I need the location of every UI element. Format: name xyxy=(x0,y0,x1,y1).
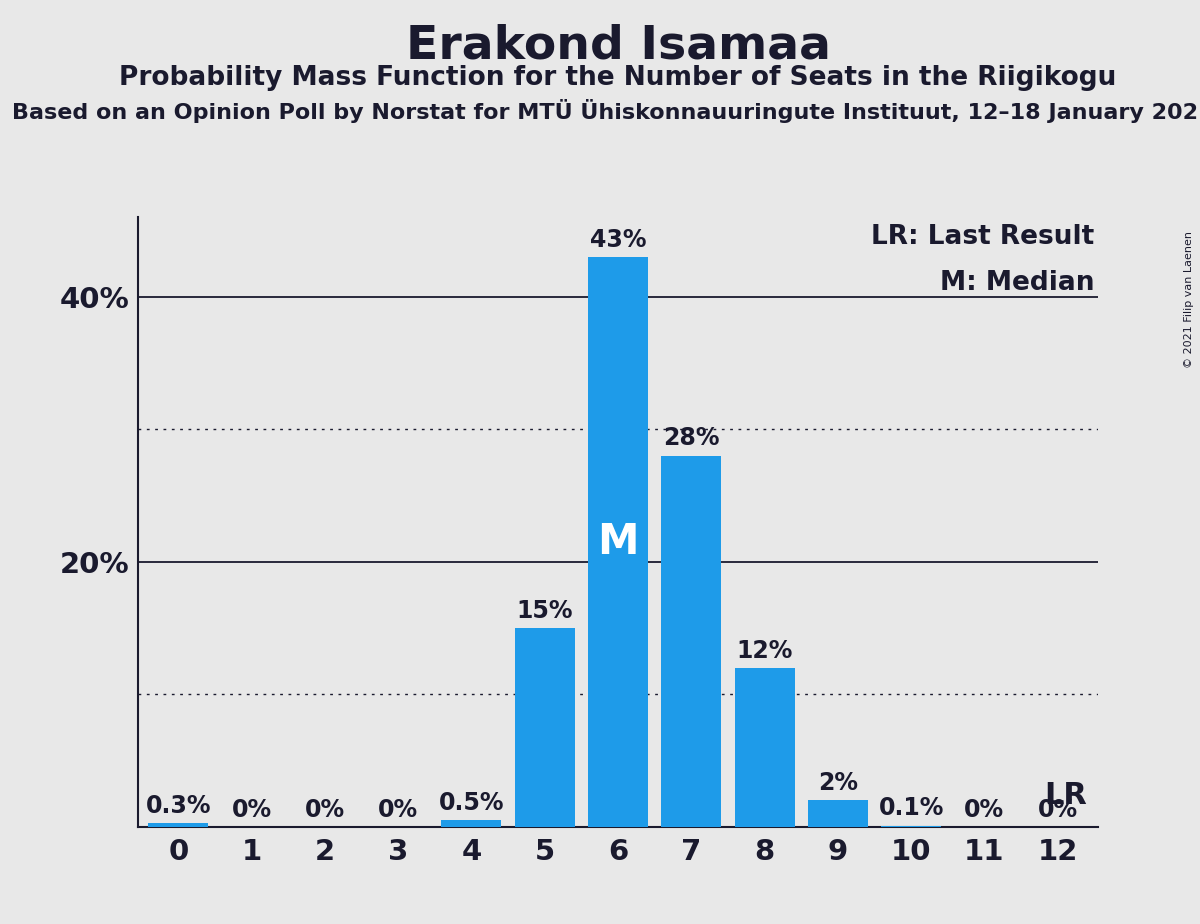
Text: 0%: 0% xyxy=(378,797,419,821)
Text: LR: LR xyxy=(1044,781,1087,809)
Text: 0%: 0% xyxy=(1038,797,1078,821)
Bar xyxy=(734,668,794,827)
Text: Probability Mass Function for the Number of Seats in the Riigikogu: Probability Mass Function for the Number… xyxy=(119,65,1117,91)
Text: 0.3%: 0.3% xyxy=(145,794,211,818)
Text: 28%: 28% xyxy=(664,427,720,451)
Text: LR: Last Result: LR: Last Result xyxy=(871,224,1094,249)
Text: 43%: 43% xyxy=(589,227,647,251)
Text: © 2021 Filip van Laenen: © 2021 Filip van Laenen xyxy=(1184,231,1194,368)
Text: 0%: 0% xyxy=(965,797,1004,821)
Text: M: M xyxy=(598,521,638,563)
Text: Erakond Isamaa: Erakond Isamaa xyxy=(406,23,830,68)
Bar xyxy=(442,821,502,827)
Bar xyxy=(808,800,868,827)
Bar xyxy=(588,257,648,827)
Text: 12%: 12% xyxy=(737,638,793,663)
Text: 0%: 0% xyxy=(305,797,344,821)
Bar xyxy=(881,826,941,827)
Bar xyxy=(515,628,575,827)
Bar xyxy=(661,456,721,827)
Text: 0%: 0% xyxy=(232,797,271,821)
Text: 15%: 15% xyxy=(516,599,572,623)
Text: 0.1%: 0.1% xyxy=(878,796,944,821)
Text: 2%: 2% xyxy=(818,772,858,796)
Bar xyxy=(149,823,209,827)
Text: 0.5%: 0.5% xyxy=(439,791,504,815)
Text: Based on an Opinion Poll by Norstat for MTÜ Ühiskonnauuringute Instituut, 12–18 : Based on an Opinion Poll by Norstat for … xyxy=(12,99,1200,123)
Text: M: Median: M: Median xyxy=(940,270,1094,297)
